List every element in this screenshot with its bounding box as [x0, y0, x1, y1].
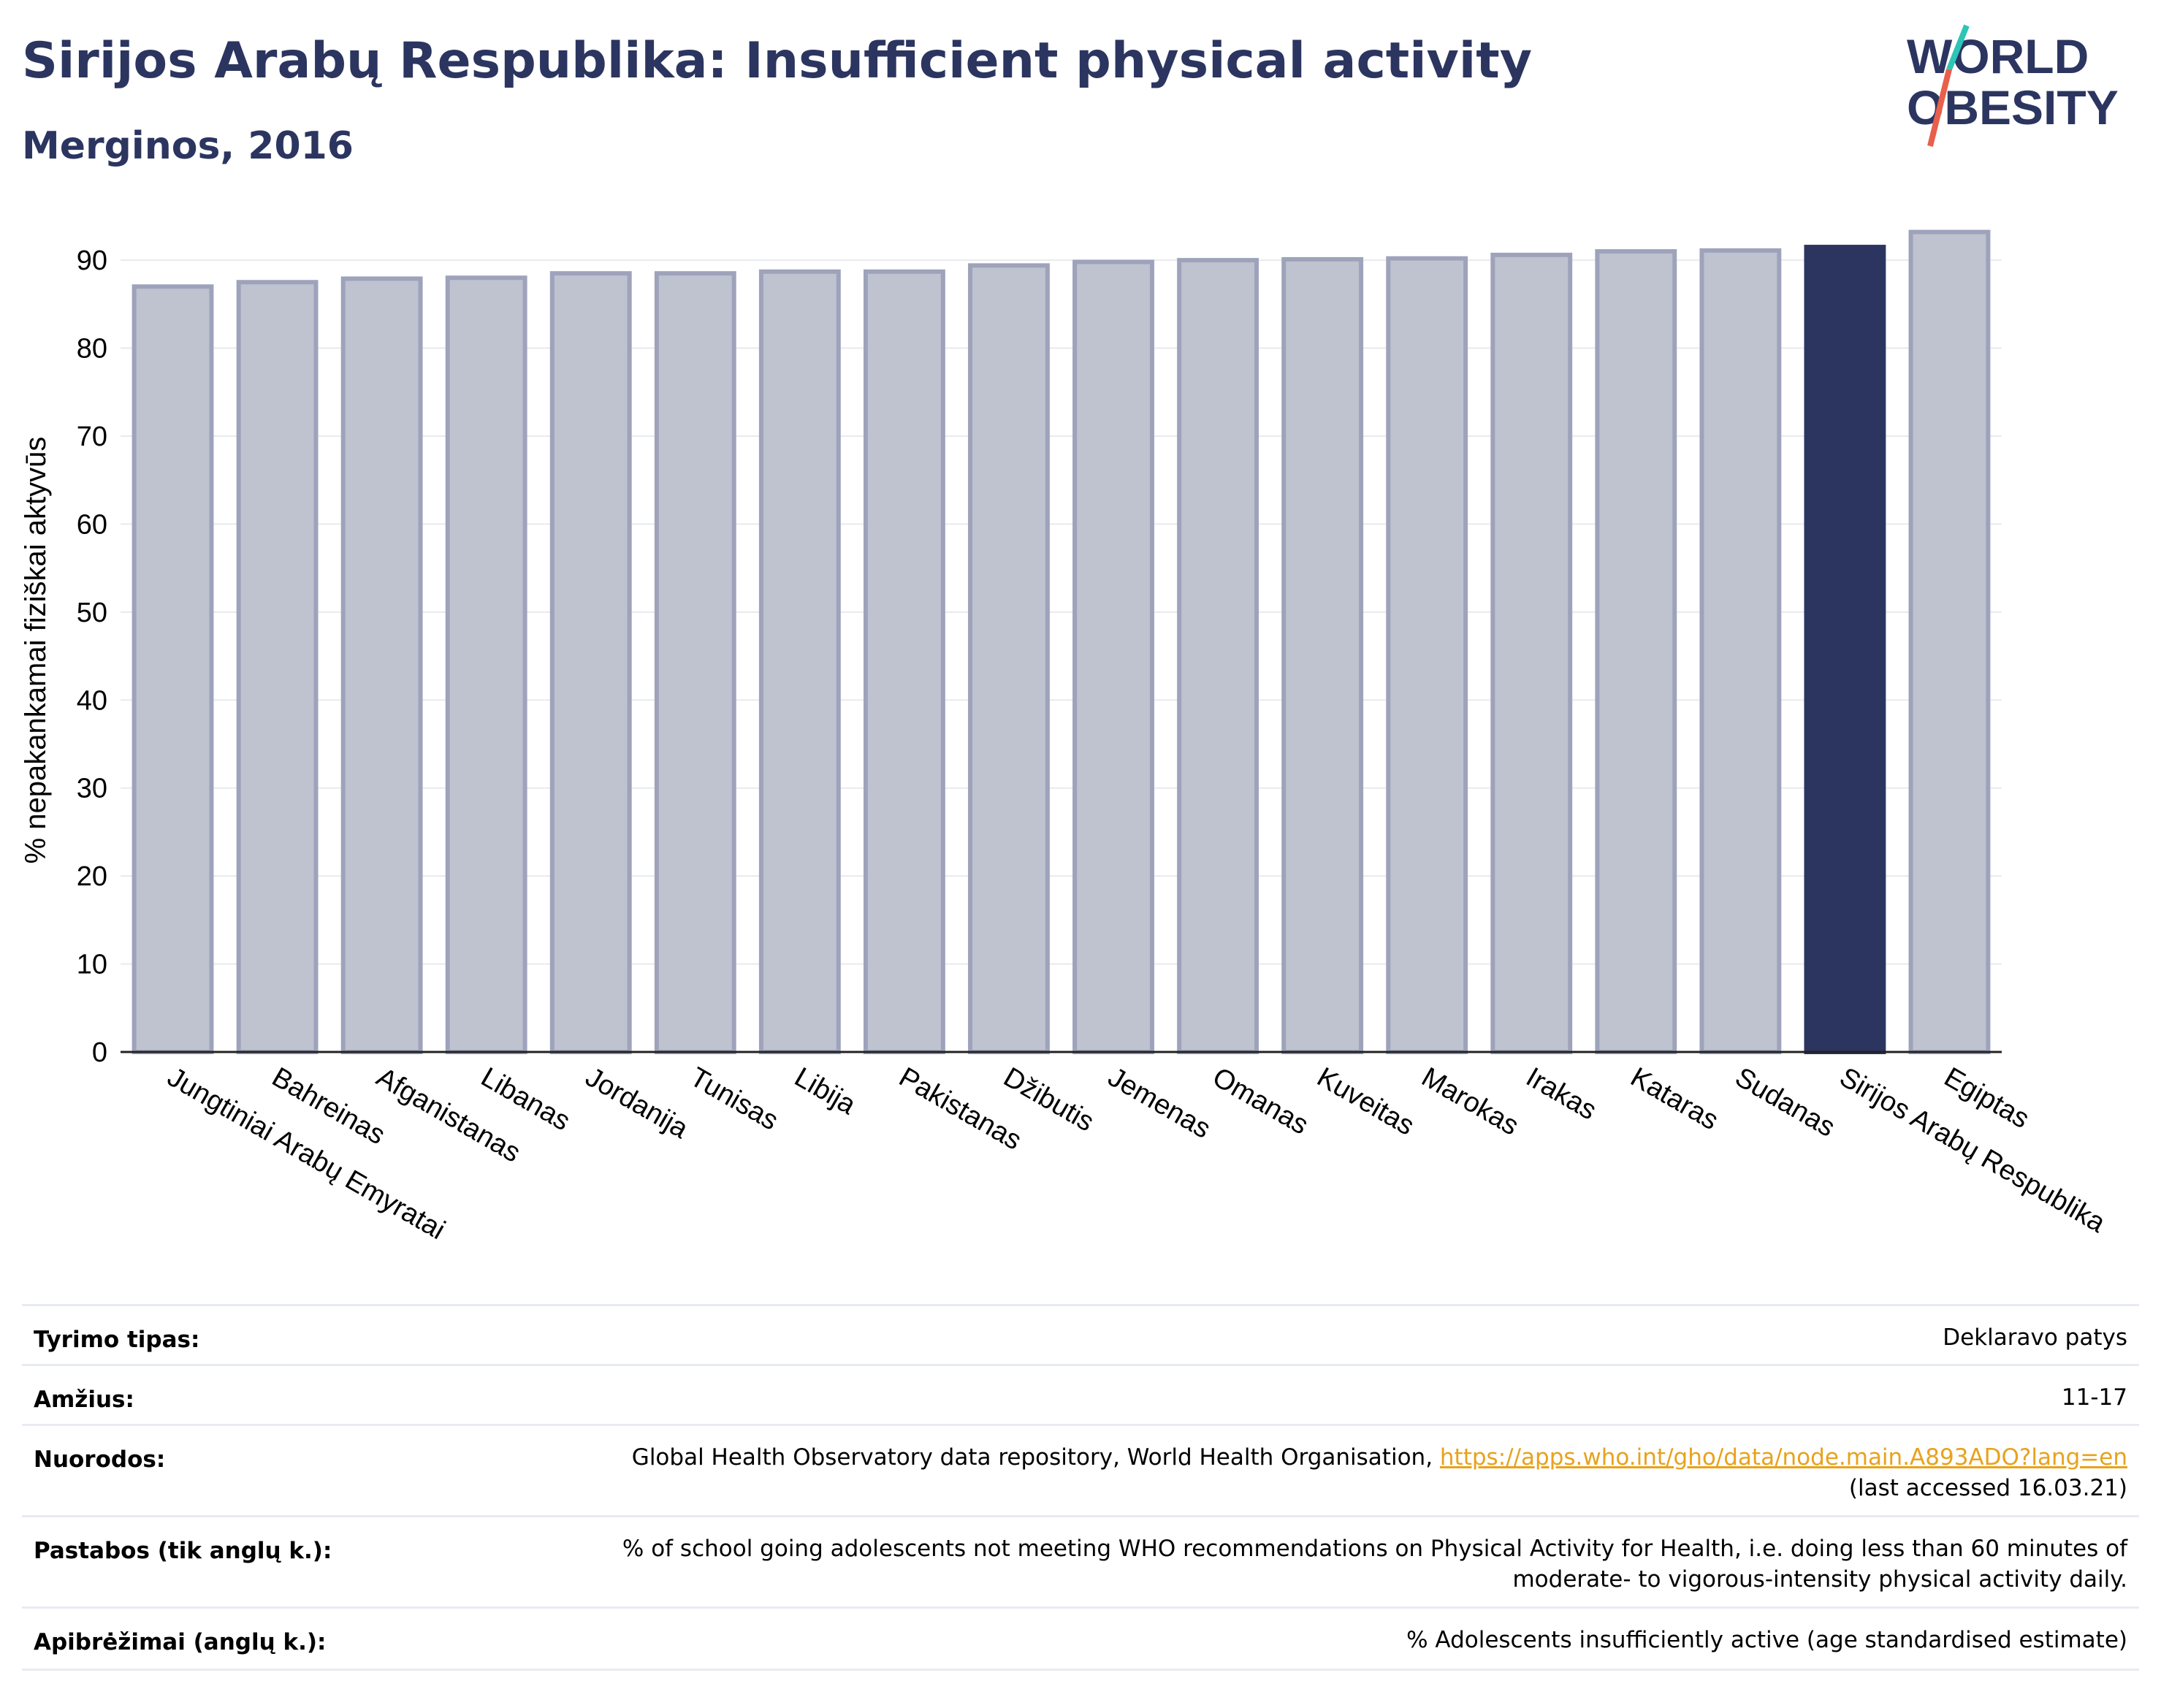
- notes-line2: moderate- to vigorous-intensity physical…: [1512, 1566, 2127, 1593]
- y-tick-label: 50: [77, 598, 107, 628]
- meta-value: 11-17: [2061, 1384, 2127, 1411]
- bar-tunisas: [654, 271, 736, 1054]
- bar-irakas: [1490, 252, 1573, 1055]
- x-tick-label: Marokas: [1417, 1061, 1524, 1141]
- y-tick-label: 40: [77, 685, 107, 716]
- bar-kuveitas: [1281, 256, 1364, 1055]
- y-tick-label: 10: [77, 950, 107, 980]
- x-tick-label: Sudanas: [1730, 1061, 1840, 1143]
- bar-jungtiniai-arabų-emyratai: [132, 284, 214, 1054]
- meta-row-survey-type: Tyrimo tipas: Deklaravo patys: [22, 1304, 2139, 1366]
- meta-value: Deklaravo patys: [1943, 1324, 2127, 1351]
- bar-egiptas: [1908, 229, 1991, 1054]
- meta-value: % of school going adolescents not meetin…: [622, 1533, 2127, 1595]
- bar-marokas: [1386, 256, 1468, 1054]
- y-tick-label: 0: [92, 1037, 107, 1068]
- meta-row-definitions: Apibrėžimai (anglų k.): % Adolescents in…: [22, 1606, 2139, 1671]
- meta-label: Amžius:: [34, 1387, 134, 1413]
- bar-džibutis: [968, 263, 1050, 1054]
- world-obesity-logo: WORLD OBESITY: [1907, 24, 2119, 147]
- bar-jordanija: [549, 271, 632, 1054]
- meta-row-notes: Pastabos (tik anglų k.): % of school goi…: [22, 1515, 2139, 1609]
- y-tick-label: 30: [77, 774, 107, 804]
- notes-line1: % of school going adolescents not meetin…: [622, 1536, 2127, 1562]
- meta-value: Global Health Observatory data repositor…: [632, 1442, 2127, 1503]
- page-title: Sirijos Arabų Respublika: Insufficient p…: [22, 32, 1533, 90]
- bar-libija: [758, 269, 841, 1055]
- bar-kataras: [1595, 249, 1677, 1054]
- y-tick-label: 20: [77, 861, 107, 892]
- x-tick-label: Kataras: [1625, 1061, 1723, 1136]
- bars: [132, 229, 1991, 1055]
- y-tick-label: 70: [77, 422, 107, 452]
- x-tick-label: Jordanija: [580, 1061, 693, 1145]
- y-tick-label: 90: [77, 245, 107, 276]
- meta-label: Nuorodos:: [34, 1446, 166, 1473]
- x-tick-label: Libija: [789, 1061, 861, 1121]
- x-tick-label: Omanas: [1208, 1061, 1314, 1140]
- x-tick-label: Kuveitas: [1312, 1061, 1419, 1141]
- bar-jemenas: [1072, 259, 1154, 1055]
- meta-value: % Adolescents insufficiently active (age…: [1406, 1627, 2127, 1653]
- meta-label: Tyrimo tipas:: [34, 1327, 200, 1353]
- bar-sirijos-arabų-respublika: [1804, 245, 1886, 1054]
- meta-label: Apibrėžimai (anglų k.):: [34, 1629, 327, 1655]
- page-subtitle: Merginos, 2016: [22, 124, 354, 168]
- y-tick-label: 80: [77, 334, 107, 365]
- bar-libanas: [445, 275, 527, 1054]
- y-axis-label: % nepakankamai fiziškai aktyvūs: [20, 437, 52, 864]
- x-tick-label: Irakas: [1521, 1061, 1602, 1126]
- meta-row-references: Nuorodos: Global Health Observatory data…: [22, 1424, 2139, 1517]
- bar-pakistanas: [863, 269, 945, 1055]
- logo-line1: WORLD: [1907, 29, 2089, 83]
- reference-text: Global Health Observatory data repositor…: [631, 1444, 1440, 1471]
- bar-sudanas: [1699, 248, 1782, 1054]
- reference-accessed: (last accessed 16.03.21): [1848, 1475, 2127, 1501]
- y-axis-ticks: 0 10 20 30 40 50 60 70 80 90: [77, 245, 107, 1068]
- bar-bahreinas: [236, 280, 319, 1054]
- x-tick-label: Tunisas: [685, 1061, 783, 1136]
- x-tick-label: Jemenas: [1103, 1061, 1216, 1144]
- y-tick-label: 60: [77, 509, 107, 540]
- meta-label: Pastabos (tik anglų k.):: [34, 1538, 332, 1564]
- bar-chart: 0 10 20 30 40 50 60 70 80 90 Jungtiniai Arabų Emy…: [20, 229, 2111, 1246]
- bar-omanas: [1177, 258, 1259, 1054]
- reference-link[interactable]: https://apps.who.int/gho/data/node.main.…: [1439, 1444, 2127, 1471]
- meta-row-age: Amžius: 11-17: [22, 1364, 2139, 1426]
- bar-afganistanas: [340, 276, 423, 1055]
- x-axis-ticks: Jungtiniai Arabų EmyrataiBahreinasAfgani…: [162, 1061, 2111, 1246]
